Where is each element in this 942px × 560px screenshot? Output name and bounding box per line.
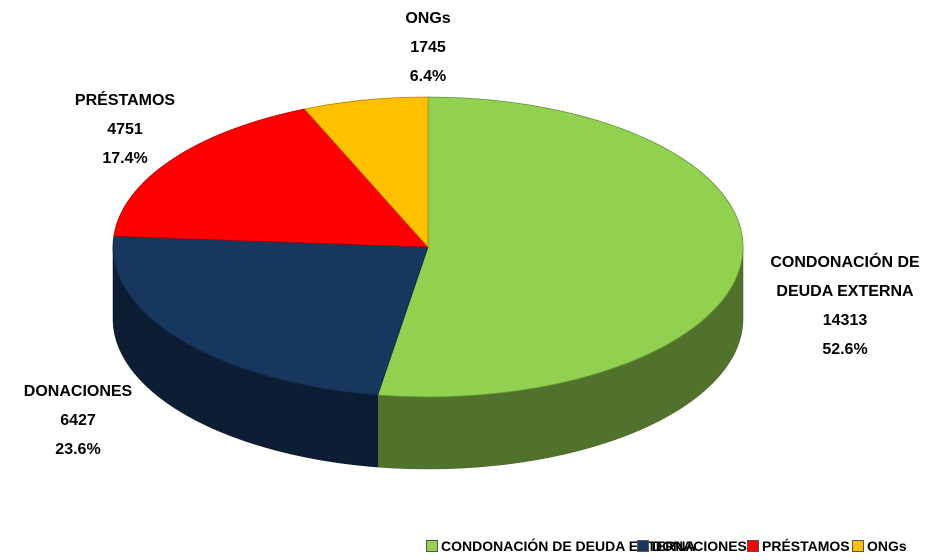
legend-item: PRÉSTAMOS xyxy=(747,538,850,554)
legend-swatch xyxy=(426,540,438,552)
value-label: 4751 xyxy=(107,121,143,138)
legend-swatch xyxy=(747,540,759,552)
legend-item: DONACIONES xyxy=(637,538,747,554)
category-label: PRÉSTAMOS xyxy=(74,92,176,109)
pie-slice xyxy=(112,235,429,396)
percent-label: 17.4% xyxy=(102,150,148,167)
legend-label: DONACIONES xyxy=(652,538,747,554)
pie-slice xyxy=(377,96,744,398)
legend-item: ONGs xyxy=(852,538,907,554)
category-label: DONACIONES xyxy=(23,383,133,400)
percent-label: 6.4% xyxy=(409,68,447,85)
category-label: CONDONACIÓN DE DEUDA EXTERNA xyxy=(770,254,920,300)
legend-label: CONDONACIÓN DE DEUDA EXTERNA xyxy=(441,538,696,554)
legend: CONDONACIÓN DE DEUDA EXTERNA DONACIONES PR… xyxy=(0,538,942,558)
percent-label: 23.6% xyxy=(55,441,101,458)
data-label: CONDONACIÓN DE DEUDA EXTERNA 14313 52.6% xyxy=(760,248,930,364)
pie-slice xyxy=(113,108,429,248)
percent-label: 52.6% xyxy=(822,341,868,358)
legend-swatch xyxy=(852,540,864,552)
value-label: 14313 xyxy=(822,312,868,329)
data-label: ONGs 1745 6.4% xyxy=(405,4,450,91)
legend-label: PRÉSTAMOS xyxy=(762,538,850,554)
legend-swatch xyxy=(637,540,649,552)
data-label: DONACIONES 6427 23.6% xyxy=(24,377,132,464)
category-label: ONGs xyxy=(405,10,451,27)
pie-area xyxy=(112,96,744,470)
data-label: PRÉSTAMOS 4751 17.4% xyxy=(75,86,175,173)
legend-label: ONGs xyxy=(867,538,907,554)
pie-slice xyxy=(303,96,429,249)
value-label: 6427 xyxy=(60,412,96,429)
legend-item: CONDONACIÓN DE DEUDA EXTERNA xyxy=(426,538,696,554)
value-label: 1745 xyxy=(410,39,446,56)
